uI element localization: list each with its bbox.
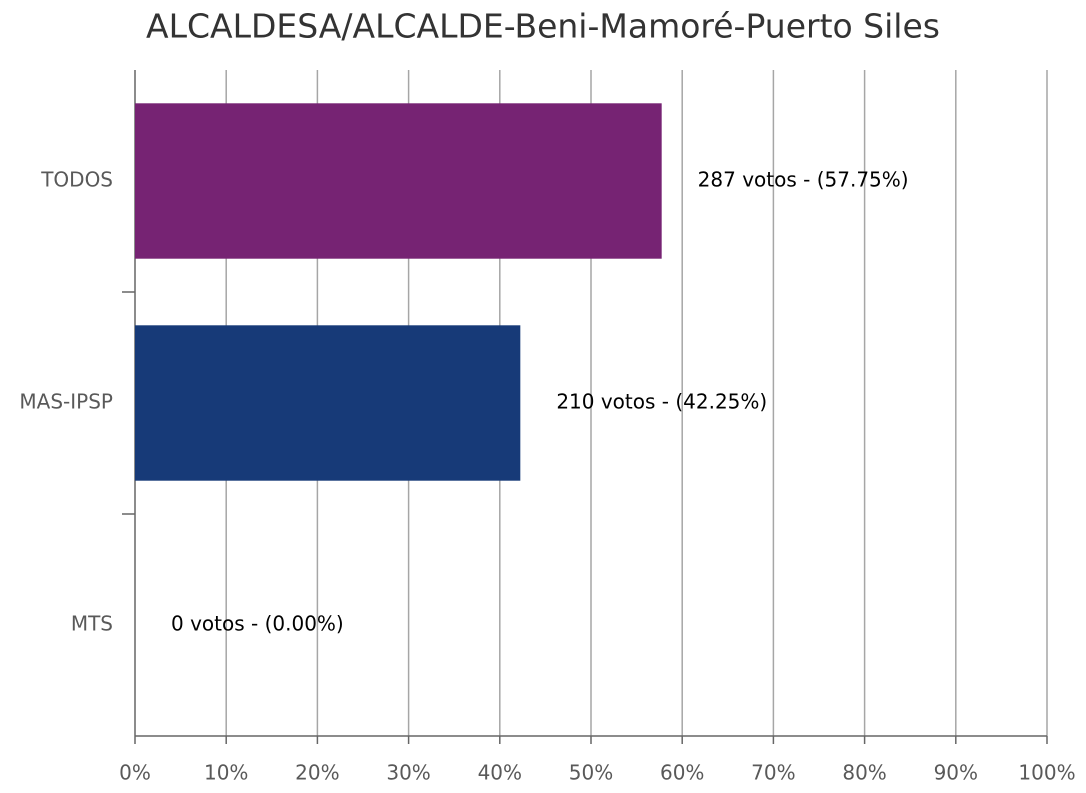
bar [135, 103, 662, 259]
x-tick-label: 90% [934, 761, 978, 785]
x-tick-label: 0% [119, 761, 151, 785]
y-tick-label: TODOS [40, 168, 113, 192]
y-tick-label: MTS [71, 612, 113, 636]
x-tick-label: 50% [569, 761, 613, 785]
bar [135, 325, 521, 481]
x-tick-label: 100% [1018, 761, 1075, 785]
value-label: 287 votos - (57.75%) [698, 168, 909, 192]
x-tick-label: 30% [386, 761, 430, 785]
value-label: 0 votos - (0.00%) [171, 612, 344, 636]
x-tick-label: 20% [295, 761, 339, 785]
x-tick-label: 10% [204, 761, 248, 785]
value-label: 210 votos - (42.25%) [556, 390, 767, 414]
x-tick-label: 60% [660, 761, 704, 785]
x-tick-label: 40% [478, 761, 522, 785]
chart-title: ALCALDESA/ALCALDE-Beni-Mamoré-Puerto Sil… [146, 7, 940, 46]
x-tick-label: 70% [751, 761, 795, 785]
y-tick-label: MAS-IPSP [19, 390, 113, 414]
x-tick-label: 80% [842, 761, 886, 785]
